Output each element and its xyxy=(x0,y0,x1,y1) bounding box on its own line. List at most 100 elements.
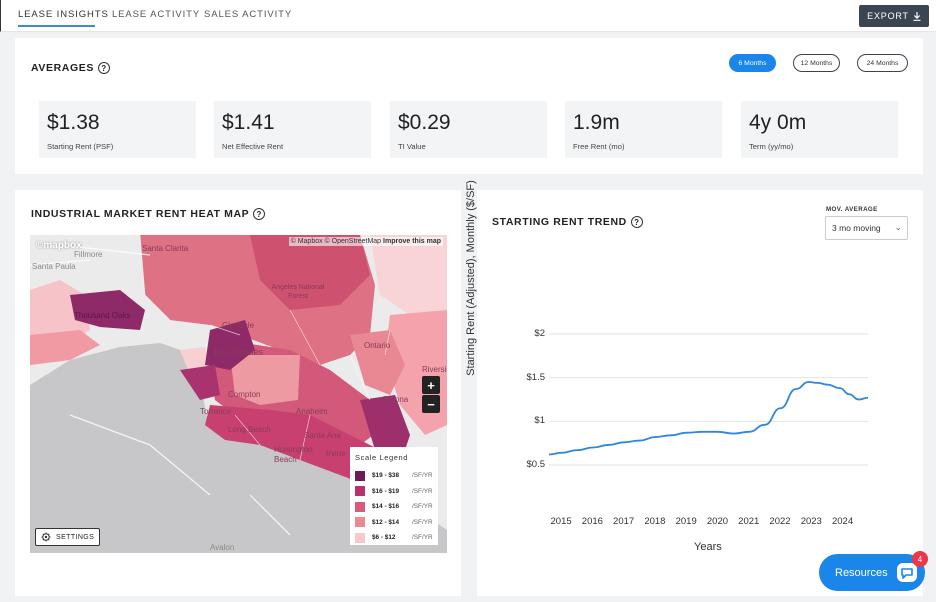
x-tick-label: 2019 xyxy=(675,516,697,527)
region-mid xyxy=(30,330,100,365)
y-tick-label: $1.5 xyxy=(526,371,546,383)
map-label: Riverside xyxy=(422,365,447,374)
map-label: Avalon xyxy=(210,543,235,552)
chart-x-axis-title: Years xyxy=(694,541,722,553)
highways xyxy=(30,244,291,536)
legend-item: $6 - $12 /SF/YR xyxy=(355,530,433,546)
period-24-months-button[interactable]: 24 Months xyxy=(857,54,908,72)
tab-lease-insights[interactable]: Lease Insights xyxy=(18,9,109,20)
scale-legend: Scale Legend $19 - $38 /SF/YR $16 - $19 … xyxy=(350,447,438,545)
chart-y-axis-title: Starting Rent (Adjusted), Monthly ($/SF) xyxy=(465,180,477,376)
moving-average-value: 3 mo moving xyxy=(832,223,881,233)
region-dark xyxy=(205,320,255,370)
gear-icon xyxy=(41,532,51,542)
map-label: Long Beach xyxy=(228,425,271,434)
map-label: Ontario xyxy=(364,341,391,350)
legend-swatch xyxy=(355,470,365,481)
zoom-in-button[interactable]: + xyxy=(422,376,440,394)
legend-item: $16 - $19 /SF/YR xyxy=(355,484,433,500)
x-tick-label: 2024 xyxy=(831,516,854,527)
export-button[interactable]: Export xyxy=(859,5,929,27)
notification-badge: 4 xyxy=(912,551,928,567)
x-tick-label: 2015 xyxy=(550,516,572,527)
help-icon[interactable]: ? xyxy=(97,62,110,74)
map-label: Glendale xyxy=(222,321,255,330)
y-tick-label: $0.5 xyxy=(526,459,546,470)
active-tab-indicator xyxy=(18,25,95,27)
x-tick-label: 2020 xyxy=(706,516,729,527)
legend-swatch xyxy=(355,501,365,512)
stat-net-effective-rent: $1.41 Net Effective Rent xyxy=(214,101,371,158)
legend-swatch xyxy=(355,532,365,543)
map-label: Huntington Beach xyxy=(274,445,313,464)
legend-item: $12 - $14 /SF/YR xyxy=(355,515,433,531)
map-label: Los Angeles xyxy=(214,347,264,357)
map-label: Fillmore xyxy=(74,250,103,259)
region-dark xyxy=(70,290,145,330)
map-label: Santa Ana xyxy=(304,431,341,440)
stat-free-rent: 1.9m Free Rent (mo) xyxy=(565,101,722,158)
tab-lease-activity[interactable]: Lease Activity xyxy=(112,9,201,20)
resources-label: Resources xyxy=(835,566,888,579)
map-label: Santa Paula xyxy=(32,262,76,271)
top-nav: Lease Insights Lease Activity Sales Acti… xyxy=(0,0,936,32)
moving-average-select[interactable]: 3 mo moving ⌄ xyxy=(825,216,908,240)
x-tick-label: 2023 xyxy=(800,516,822,527)
resources-button[interactable]: Resources xyxy=(819,554,925,591)
chevron-down-icon: ⌄ xyxy=(894,222,902,232)
x-tick-label: 2017 xyxy=(613,516,635,527)
region-pale xyxy=(370,235,447,315)
map-label: Thousand Oaks xyxy=(74,311,131,320)
region-mid xyxy=(230,355,300,405)
trend-card xyxy=(477,190,923,596)
settings-label: Settings xyxy=(56,533,95,541)
heat-map[interactable]: ©mapbox © Mapbox © OpenStreetMap Improve… xyxy=(30,235,447,553)
ocean-area xyxy=(30,343,447,553)
help-icon[interactable]: ? xyxy=(630,216,643,228)
legend-swatch xyxy=(355,486,365,497)
legend-item: $14 - $16 /SF/YR xyxy=(355,499,433,515)
moving-average-label: Mov. Average xyxy=(826,206,878,213)
stat-value: $1.38 xyxy=(47,111,100,134)
x-tick-label: 2022 xyxy=(769,516,791,527)
map-canvas xyxy=(30,235,447,553)
stat-label: Term (yy/mo) xyxy=(749,142,794,151)
region-mid xyxy=(350,330,405,395)
download-icon xyxy=(913,11,921,21)
help-icon[interactable]: ? xyxy=(253,208,266,220)
y-tick-label: $2 xyxy=(534,328,545,339)
mapbox-logo: ©mapbox xyxy=(36,240,82,251)
averages-title: Averages ? xyxy=(31,62,110,74)
x-tick-label: 2021 xyxy=(738,516,760,527)
stat-label: Free Rent (mo) xyxy=(573,142,625,151)
region-mid xyxy=(250,235,370,310)
map-label: Compton xyxy=(228,390,261,399)
map-label: Anaheim xyxy=(296,407,328,416)
legend-swatch xyxy=(355,517,365,528)
map-label: Corona xyxy=(382,395,409,404)
legend-title: Scale Legend xyxy=(355,453,409,462)
map-attribution[interactable]: © Mapbox © OpenStreetMap Improve this ma… xyxy=(288,237,443,246)
tab-sales-activity[interactable]: Sales Activity xyxy=(204,9,293,20)
stat-label: TI Value xyxy=(398,142,426,151)
stat-starting-rent: $1.38 Starting Rent (PSF) xyxy=(39,101,196,158)
stat-value: 1.9m xyxy=(573,111,620,134)
x-tick-label: 2016 xyxy=(581,516,603,527)
stat-value: $1.41 xyxy=(222,111,275,134)
y-tick-label: $1 xyxy=(534,415,545,427)
export-label: Export xyxy=(867,11,909,21)
map-label: Angeles National Forest xyxy=(271,284,325,300)
period-12-months-button[interactable]: 12 Months xyxy=(793,54,840,72)
region-dark xyxy=(180,365,220,400)
stat-ti-value: $0.29 TI Value xyxy=(390,101,547,158)
stat-value: $0.29 xyxy=(398,111,451,134)
map-label: Torrance xyxy=(200,407,232,416)
period-6-months-button[interactable]: 6 Months xyxy=(729,54,776,72)
stat-value: 4y 0m xyxy=(749,111,807,134)
trend-title: Starting Rent Trend ? xyxy=(492,216,643,228)
map-settings-button[interactable]: Settings xyxy=(35,528,100,546)
zoom-out-button[interactable]: − xyxy=(422,395,440,413)
improve-map-link[interactable]: Improve this map xyxy=(383,238,441,245)
map-label: Santa Clarita xyxy=(142,244,189,253)
stat-label: Net Effective Rent xyxy=(222,142,284,151)
